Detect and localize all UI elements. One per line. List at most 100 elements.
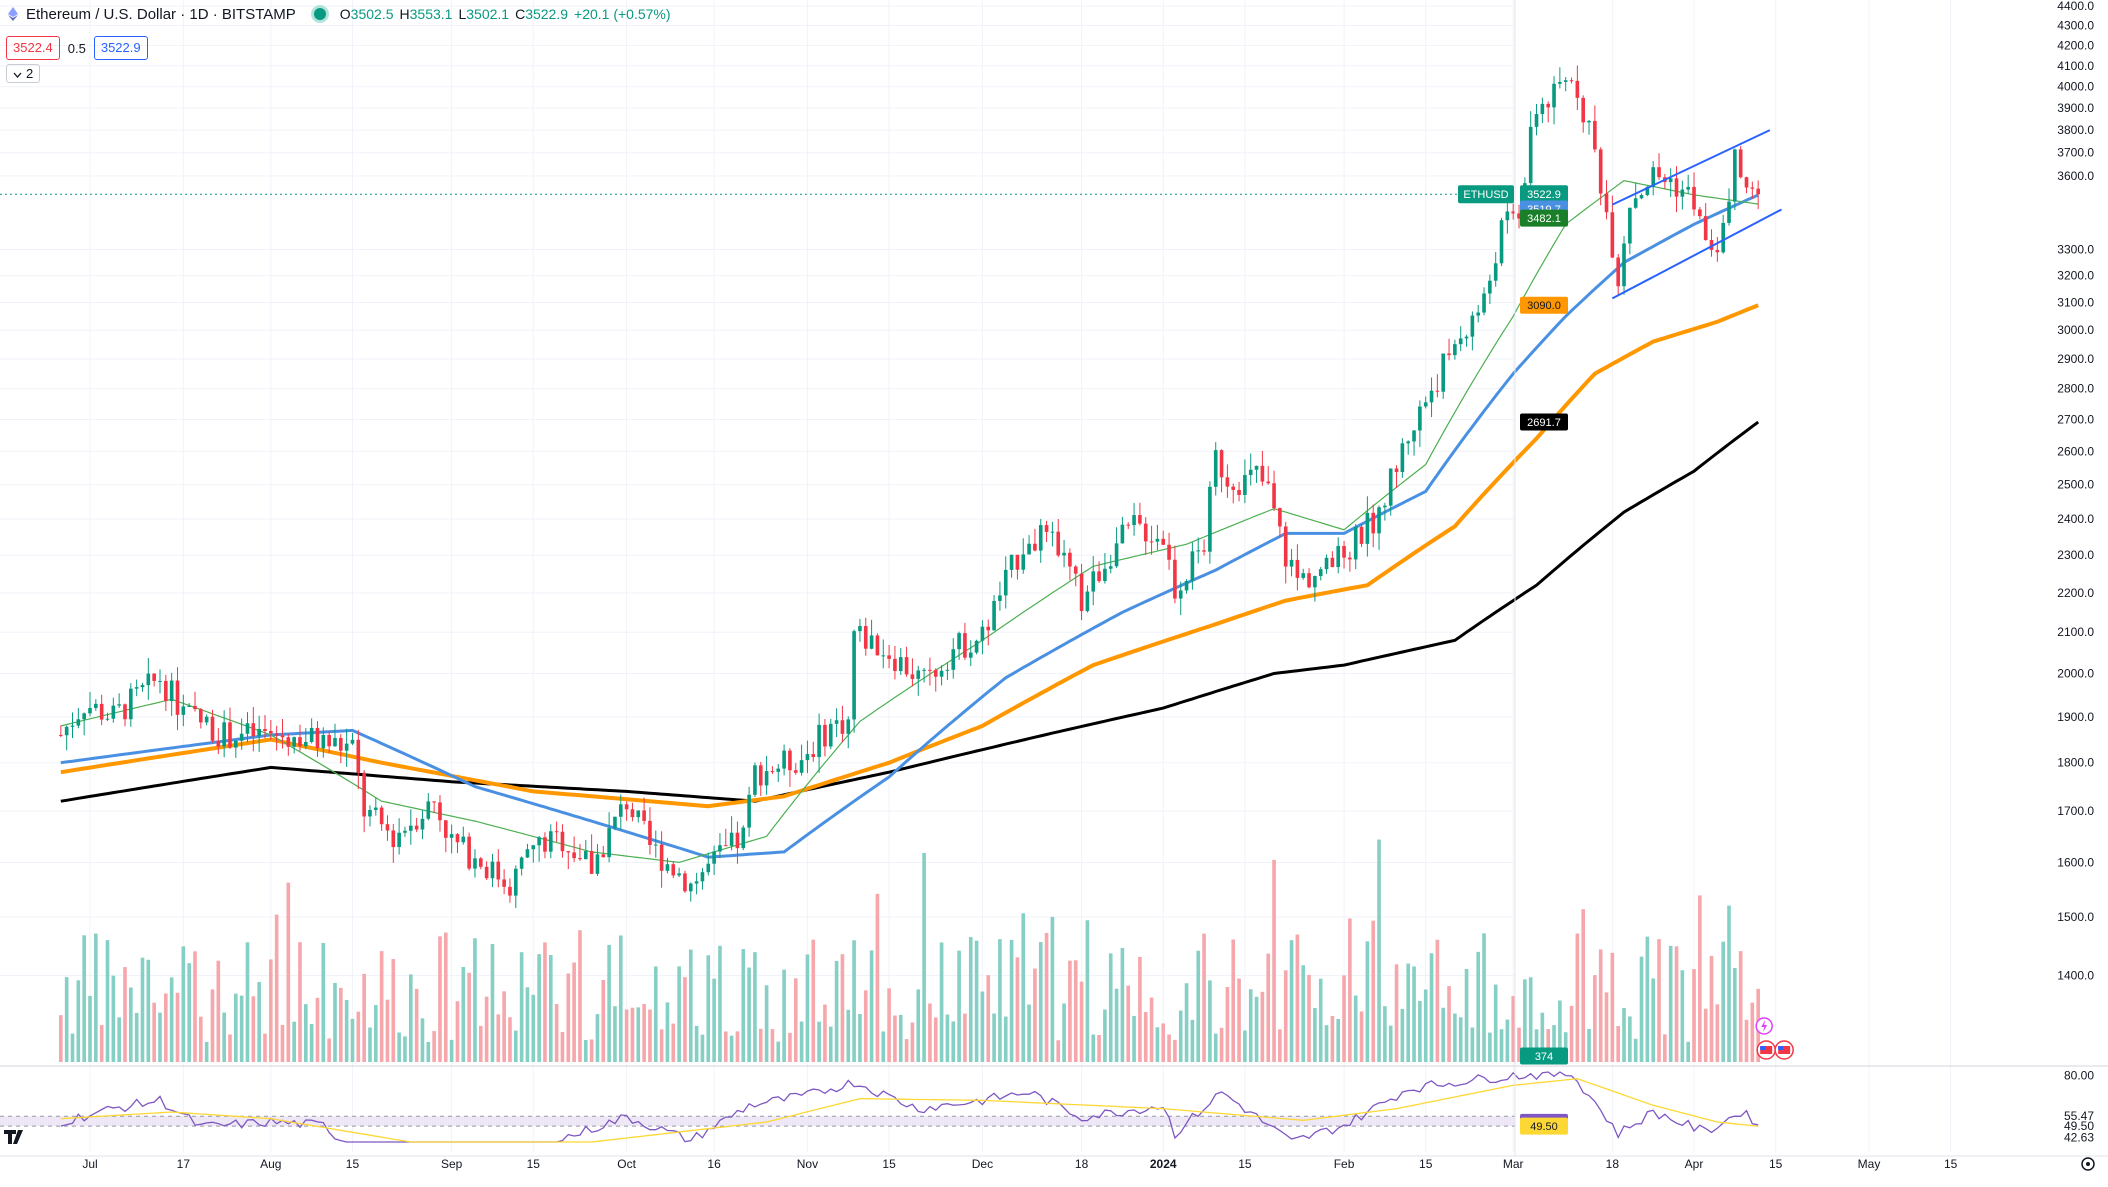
candle-body — [805, 754, 810, 761]
candle-body — [1435, 390, 1440, 392]
sell-price-button[interactable]: 3522.4 — [6, 36, 60, 60]
rsi-axis-tick: 80.00 — [2064, 1068, 2094, 1082]
indicators-toggle-button[interactable]: 2 — [6, 64, 41, 83]
volume-bar — [799, 1021, 804, 1062]
volume-bar — [1353, 995, 1358, 1062]
time-axis-tick: May — [1858, 1157, 1881, 1171]
candle-body — [788, 750, 792, 771]
volume-bar — [1470, 1027, 1475, 1062]
tradingview-logo-icon — [4, 1130, 23, 1144]
candle-body — [1464, 336, 1469, 339]
volume-bar — [210, 989, 215, 1062]
volume-bar — [1744, 1019, 1749, 1062]
volume-bar — [1493, 984, 1498, 1062]
candle-body — [1645, 186, 1650, 196]
volume-bar — [105, 940, 110, 1062]
candle-body — [1639, 195, 1644, 199]
volume-bar — [1324, 1025, 1329, 1062]
candle-body — [1138, 515, 1142, 524]
candle-body — [1703, 216, 1708, 241]
volume-bar — [1219, 1027, 1224, 1062]
volume-bar — [624, 1009, 629, 1062]
candle-body — [1400, 443, 1405, 473]
volume-bar — [1190, 1019, 1195, 1062]
volume-bar — [525, 987, 530, 1062]
time-axis-tick: 2024 — [1150, 1157, 1177, 1171]
candle-body — [455, 834, 460, 843]
time-axis-tick: 15 — [346, 1157, 360, 1171]
candle-body — [1552, 83, 1556, 108]
volume-bar — [1505, 1019, 1510, 1062]
candle-body — [799, 760, 804, 773]
volume-bar — [432, 1031, 436, 1062]
volume-bar — [1482, 933, 1486, 1062]
volume-bar — [88, 995, 92, 1062]
candle-body — [1575, 80, 1580, 98]
price-axis-tick: 4400.0 — [2057, 0, 2094, 13]
volume-bar — [344, 999, 349, 1062]
time-axis-tick: Oct — [617, 1157, 636, 1171]
time-axis-tick: 15 — [1769, 1157, 1783, 1171]
rsi-series-rsi_ma — [60, 1078, 1759, 1143]
volume-bar — [928, 1003, 932, 1062]
candle-body — [1044, 525, 1049, 532]
price-axis-tick: 1900.0 — [2057, 710, 2094, 724]
price-axis-tick: 2500.0 — [2057, 478, 2094, 492]
volume-bar — [945, 1014, 950, 1062]
candle-body — [309, 727, 314, 742]
volume-last-value-bg — [1520, 1047, 1568, 1065]
buy-price-button[interactable]: 3522.9 — [93, 36, 148, 60]
candle-body — [846, 719, 851, 734]
volume-bar — [916, 989, 921, 1062]
symbol-tag-label: ETHUSD — [1463, 189, 1508, 201]
volume-bar — [204, 1041, 209, 1062]
candle-body — [368, 809, 372, 817]
settings-icon[interactable] — [2081, 1157, 2095, 1171]
trend-channel[interactable] — [1611, 129, 1782, 300]
volume-bar — [1447, 986, 1451, 1062]
candle-body — [1009, 554, 1014, 570]
candle-body — [1085, 591, 1090, 612]
volume-bar — [1575, 933, 1580, 1062]
candle-body — [146, 673, 151, 686]
price-axis-tick: 2900.0 — [2057, 352, 2094, 366]
volume-bar — [193, 951, 197, 1062]
volume-bar — [729, 1035, 734, 1062]
volume-bar — [898, 1014, 903, 1062]
volume-bar — [1441, 1007, 1446, 1062]
channel-line-upper[interactable] — [1611, 129, 1771, 206]
candle-body — [1190, 551, 1195, 581]
volume-bar — [951, 1021, 956, 1062]
volume-bar — [1738, 951, 1743, 1062]
volume-bar — [1517, 1027, 1521, 1062]
volume-bar — [601, 979, 606, 1062]
candle-body — [1248, 469, 1253, 476]
price-axis-labels: ETHUSD3522.915:30:393519.73482.13090.026… — [4, 185, 2095, 1171]
ma-fast-value: 3482.1 — [1527, 213, 1561, 225]
volume-bar — [735, 1031, 740, 1062]
volume-bar — [129, 987, 133, 1062]
volume-bar — [1266, 953, 1271, 1062]
symbol-title[interactable]: Ethereum / U.S. Dollar · 1D · BITSTAMP — [26, 5, 296, 23]
volume-bar — [560, 1032, 565, 1062]
lightning-glyph — [1761, 1020, 1768, 1032]
flag-us-canton — [1760, 1046, 1766, 1050]
volume-bar — [1581, 909, 1586, 1062]
candle-body — [461, 836, 466, 843]
candle-body — [403, 830, 407, 833]
channel-line-lower[interactable] — [1611, 208, 1782, 300]
candle-body — [1062, 552, 1066, 556]
price-axis-tick: 1400.0 — [2057, 968, 2094, 982]
candle-body — [1610, 212, 1615, 258]
volume-bar — [1143, 1012, 1148, 1062]
candle-body — [1598, 149, 1603, 194]
candle-body — [1324, 557, 1329, 570]
volume-bar — [82, 935, 86, 1062]
time-axis-tick: Nov — [797, 1157, 818, 1171]
candle-body — [76, 719, 81, 726]
volume-bar — [1318, 978, 1323, 1062]
candle-body — [292, 737, 296, 747]
candle-body — [1423, 402, 1428, 407]
